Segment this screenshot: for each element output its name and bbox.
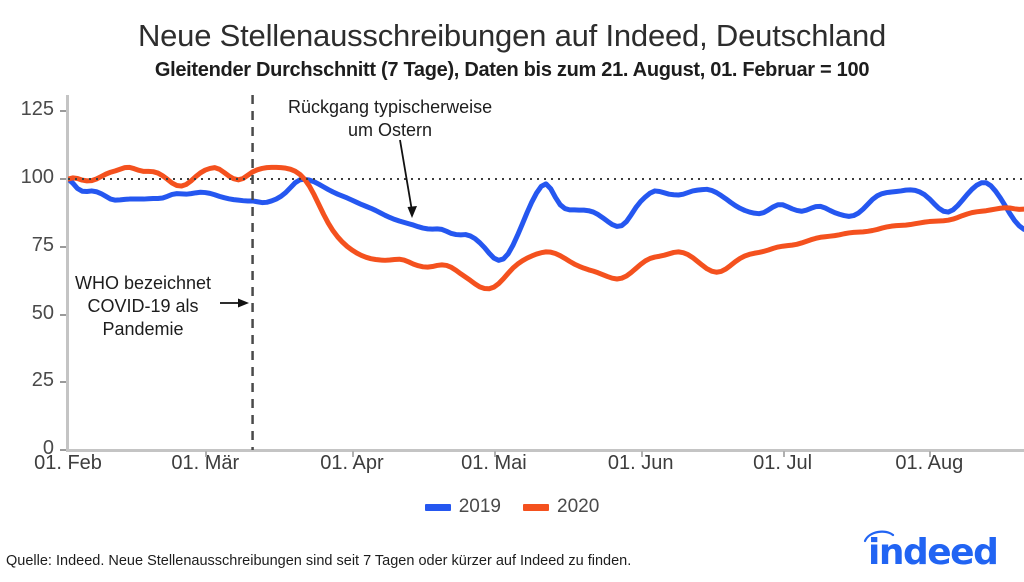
x-axis-tick-mark <box>205 451 208 457</box>
y-axis-tick-mark <box>60 245 66 248</box>
annotation-who-line1: WHO bezeichnet <box>75 273 212 293</box>
x-axis-tick-label: 01. Mär <box>171 452 240 474</box>
brand-wordmark: indeed <box>868 532 997 573</box>
y-axis-line <box>66 95 69 451</box>
page-title: Neue Stellenausschreibungen auf Indeed, … <box>137 18 887 53</box>
x-axis-tick-label: 01. Jun <box>607 452 674 474</box>
plot-area <box>68 164 1024 292</box>
chart-subtitle: Gleitender Durchschnitt (7 Tage), Daten … <box>154 59 870 81</box>
y-axis-tick-mark <box>60 313 66 316</box>
annotation-who-line3: Pandemie <box>102 319 184 339</box>
legend-label: 2019 <box>458 496 501 517</box>
x-axis-tick-mark <box>640 451 643 457</box>
y-axis-tick-label: 125 <box>20 98 54 121</box>
annotation-easter-line1: Rückgang typischerweise <box>288 97 493 117</box>
series-line-2020 <box>68 164 1024 292</box>
y-axis-tick-mark <box>60 449 66 451</box>
x-axis-tick-label: 01. Feb <box>34 452 102 474</box>
annotation-who: WHO bezeichnet COVID-19 als Pandemie <box>75 272 211 341</box>
x-axis-tick-mark <box>782 451 785 457</box>
y-axis-tick-label: 50 <box>31 301 54 324</box>
chart-legend: 2019 2020 <box>0 496 1024 518</box>
x-axis-tick-label: 01. Jul <box>753 452 813 474</box>
x-axis-tick-label: 01. Apr <box>320 452 384 474</box>
legend-label: 2020 <box>557 496 600 517</box>
series-line-2019 <box>68 176 1024 263</box>
legend-swatch-icon <box>424 503 451 511</box>
source-note: Quelle: Indeed. Neue Stellenausschreibun… <box>6 553 632 569</box>
legend-swatch-icon <box>523 503 549 511</box>
x-axis-tick-label: 01. Aug <box>895 452 964 474</box>
annotation-easter: Rückgang typischerweise um Ostern <box>288 96 492 142</box>
x-axis-tick-mark <box>351 451 354 457</box>
y-axis-tick-mark <box>60 381 66 384</box>
x-axis-tick-label: 01. Mai <box>461 452 527 474</box>
annotation-who-line2: COVID-19 als <box>87 296 199 316</box>
y-axis-tick-label: 100 <box>20 166 54 188</box>
y-axis-tick-label: 75 <box>31 233 54 256</box>
legend-item-2019[interactable]: 2019 <box>424 496 501 518</box>
legend-item-2020[interactable]: 2020 <box>523 496 599 518</box>
x-axis-tick-mark <box>929 451 932 457</box>
x-axis-tick-mark <box>493 451 496 457</box>
brand-swoosh-icon <box>863 530 895 543</box>
annotation-easter-line2: um Ostern <box>348 120 433 140</box>
y-axis-tick-mark <box>60 178 66 180</box>
y-axis-tick-label: 0 <box>42 437 54 459</box>
indeed-logo: indeed <box>863 530 999 573</box>
y-axis-tick-mark <box>60 110 66 113</box>
x-axis-line <box>66 449 1024 452</box>
y-axis-tick-label: 25 <box>31 369 54 392</box>
